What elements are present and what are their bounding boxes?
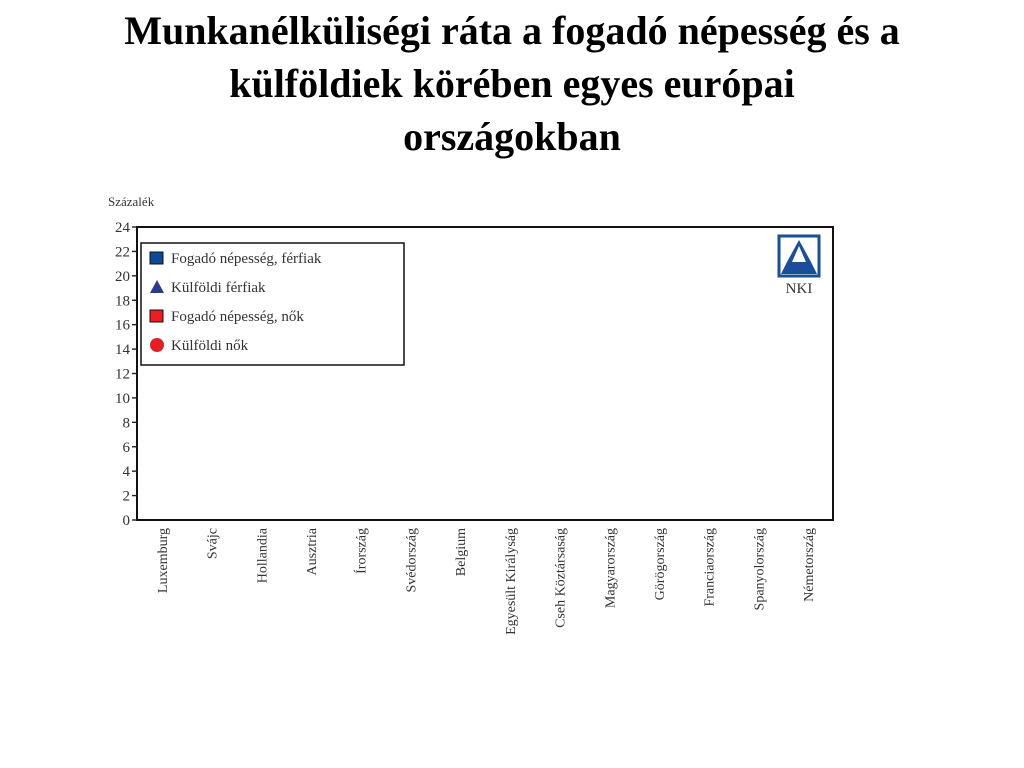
page-title: Munkanélküliségi ráta a fogadó népesség … bbox=[0, 4, 1024, 163]
y-tick-label: 2 bbox=[123, 489, 131, 505]
x-tick-label: Hollandia bbox=[255, 527, 270, 583]
y-tick-label: 20 bbox=[115, 269, 130, 285]
legend-label: Fogadó népesség, férfiak bbox=[171, 251, 322, 267]
x-tick-labels: Luxemburg Svájc Hollandia Ausztria Írország S… bbox=[156, 527, 817, 635]
x-tick-label: Belgium bbox=[454, 528, 469, 576]
x-tick-label: Luxemburg bbox=[156, 528, 171, 593]
nki-logo: NKI bbox=[777, 234, 821, 297]
legend-label: Külföldi nők bbox=[171, 338, 249, 354]
y-tick-label: 4 bbox=[123, 464, 131, 480]
legend-swatch bbox=[149, 309, 164, 323]
x-tick-label: Cseh Köztársaság bbox=[554, 528, 569, 628]
y-tick-label: 8 bbox=[123, 415, 131, 431]
x-tick-label: Franciaország bbox=[703, 528, 718, 607]
y-tick-label: 12 bbox=[115, 367, 130, 383]
x-tick-label: Görögország bbox=[653, 528, 668, 600]
x-tick-label: Spanyolország bbox=[752, 528, 767, 610]
legend-label: Fogadó népesség, nők bbox=[171, 309, 304, 325]
title-line-2: külföldiek körében egyes európai bbox=[229, 61, 795, 106]
legend-box bbox=[140, 242, 405, 366]
logo-tree-highlight bbox=[792, 246, 806, 262]
y-tick-label: 22 bbox=[115, 244, 130, 260]
title-line-3: országokban bbox=[403, 114, 621, 159]
title-line-1: Munkanélküliségi ráta a fogadó népesség … bbox=[124, 8, 900, 53]
y-tick-label: 18 bbox=[115, 293, 130, 309]
legend-label: Külföldi férfiak bbox=[171, 280, 266, 296]
legend-swatch bbox=[149, 251, 164, 265]
y-tick-label: 0 bbox=[123, 513, 131, 529]
x-tick-label: Ausztria bbox=[305, 527, 320, 575]
y-tick-label: 10 bbox=[115, 391, 130, 407]
y-tick-label: 16 bbox=[115, 318, 131, 334]
x-tick-label: Egyesült Királyság bbox=[504, 528, 519, 635]
x-tick-label: Írország bbox=[353, 528, 370, 574]
y-tick-label: 14 bbox=[115, 342, 131, 358]
x-tick-label: Svájc bbox=[206, 528, 221, 559]
legend-swatch bbox=[150, 280, 164, 293]
x-tick-label: Magyarország bbox=[603, 528, 618, 608]
x-tick-label: Németország bbox=[802, 528, 817, 602]
legend-swatch bbox=[150, 338, 164, 352]
logo-text: NKI bbox=[786, 281, 813, 297]
y-tick-label: 6 bbox=[123, 440, 131, 456]
x-tick-label: Svédország bbox=[404, 528, 419, 593]
legend: Fogadó népesség, férfiak Külföldi férfiak… bbox=[140, 242, 405, 366]
y-axis-label: Százalék bbox=[108, 194, 155, 209]
y-tick-label: 24 bbox=[115, 220, 131, 236]
